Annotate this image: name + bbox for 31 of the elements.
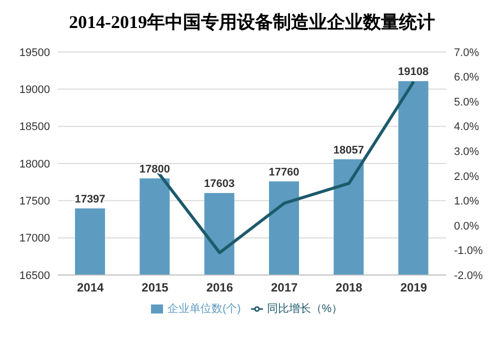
x-tick-label: 2017 — [270, 280, 298, 295]
y2-tick-label: 4.0% — [454, 121, 480, 134]
y-tick-label: 19000 — [19, 84, 50, 96]
y2-tick-label: 1.0% — [454, 196, 480, 208]
y2-tick-label: 5.0% — [454, 96, 480, 108]
y-tick-label: 18000 — [19, 158, 50, 170]
x-tick-label: 2018 — [336, 280, 363, 295]
y-tick-label: 17500 — [19, 196, 50, 208]
y2-tick-label: 7.0% — [454, 46, 480, 59]
x-tick-label: 2019 — [400, 280, 428, 295]
y2-tick-label: -2.0% — [454, 270, 483, 282]
data-label: 19108 — [398, 66, 429, 78]
x-tick-label: 2016 — [206, 280, 234, 295]
data-label: 18057 — [333, 144, 364, 156]
y2-tick-label: 2.0% — [454, 170, 480, 183]
y-tick-label: 19500 — [19, 46, 50, 59]
y-tick-label: 16500 — [19, 270, 50, 282]
data-label: 17760 — [268, 166, 300, 178]
data-label: 17397 — [74, 193, 106, 206]
y2-tick-label: 3.0% — [454, 146, 480, 158]
legend-label: 企业单位数(个) — [167, 303, 241, 315]
legend-label: 同比增长（%） — [266, 303, 343, 315]
chart-title: 2014-2019年中国专用设备制造业企业数量统计 — [68, 11, 436, 34]
y-tick-label: 18500 — [19, 121, 50, 134]
x-tick-label: 2014 — [76, 280, 104, 295]
data-label: 17603 — [204, 178, 235, 190]
x-tick-label: 2015 — [142, 280, 169, 295]
y2-tick-label: 6.0% — [454, 72, 480, 84]
y-tick-label: 17000 — [19, 232, 50, 245]
y2-tick-label: 0.0% — [454, 220, 480, 232]
y2-tick-label: -1.0% — [454, 245, 483, 258]
